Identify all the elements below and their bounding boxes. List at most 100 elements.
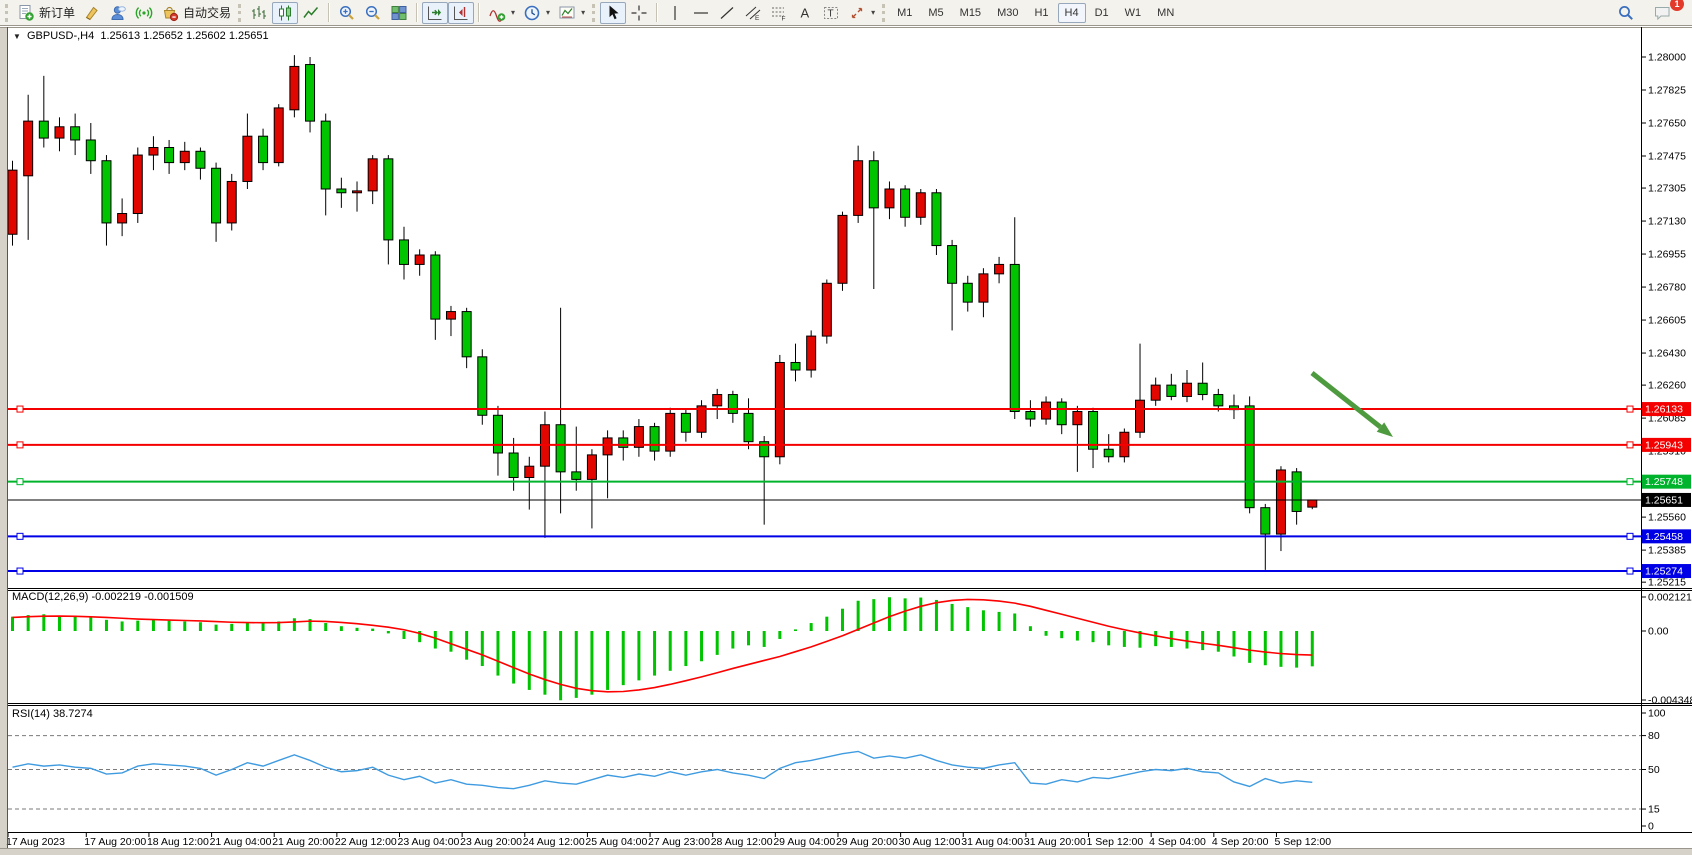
add-indicator-button[interactable]: ▾	[484, 2, 519, 24]
styler-button[interactable]	[79, 2, 105, 24]
timeframe-button-m5[interactable]: M5	[921, 3, 950, 23]
svg-text:23 Aug 20:00: 23 Aug 20:00	[460, 836, 522, 848]
svg-text:24 Aug 12:00: 24 Aug 12:00	[523, 836, 585, 848]
bar-chart-type-button[interactable]	[246, 2, 272, 24]
toolbar-grip[interactable]	[592, 3, 596, 22]
indicator-plus-icon	[488, 4, 506, 22]
timeframe-button-w1[interactable]: W1	[1118, 3, 1149, 23]
search-icon	[1617, 4, 1635, 22]
zoom-out-icon	[364, 4, 382, 22]
svg-text:0.00: 0.00	[1648, 626, 1669, 638]
auto-trading-button[interactable]: 自动交易	[157, 2, 235, 24]
symbol-period-label: GBPUSD-,H4	[26, 30, 95, 42]
line-handle[interactable]	[1626, 567, 1634, 575]
macd-indicator-label: MACD(12,26,9) -0.002219 -0.001509	[12, 591, 194, 603]
line-handle[interactable]	[1626, 532, 1634, 540]
line-handle[interactable]	[16, 567, 24, 575]
zoom-out-button[interactable]	[360, 2, 386, 24]
timeframe-button-m30[interactable]: M30	[990, 3, 1025, 23]
svg-text:1.25458: 1.25458	[1645, 531, 1683, 543]
price-badge	[1642, 492, 1691, 507]
rsi-indicator-label: RSI(14) 38.7274	[12, 708, 93, 720]
signals-button[interactable]	[131, 2, 157, 24]
auto-scroll-button[interactable]	[422, 1, 449, 24]
text-label-tool-button[interactable]: T	[818, 2, 844, 24]
community-button[interactable]	[105, 2, 131, 24]
chart-shift-button[interactable]	[448, 1, 475, 24]
toolbar-grip[interactable]	[5, 3, 8, 22]
arrows-tool-button[interactable]: ▾	[844, 2, 879, 24]
symbol-dropdown-caret-icon[interactable]: ▼	[13, 32, 21, 41]
annotation-arrow	[1310, 371, 1393, 437]
horizontal-line-tool-button[interactable]	[688, 2, 714, 24]
line-handle[interactable]	[1626, 405, 1634, 413]
text-tool-button[interactable]: A	[792, 2, 818, 24]
timeframe-button-m15[interactable]: M15	[953, 3, 988, 23]
line-handle[interactable]	[16, 441, 24, 449]
svg-text:21 Aug 04:00: 21 Aug 04:00	[210, 836, 272, 848]
svg-text:0: 0	[1648, 821, 1654, 833]
svg-text:17 Aug 20:00: 17 Aug 20:00	[84, 836, 146, 848]
line-handle[interactable]	[16, 478, 24, 486]
ohlc-bars-icon	[250, 4, 268, 22]
svg-text:23 Aug 04:00: 23 Aug 04:00	[398, 836, 460, 848]
trendline-tool-button[interactable]	[714, 2, 740, 24]
timeframe-button-m1[interactable]: M1	[890, 3, 919, 23]
svg-text:0.002121: 0.002121	[1648, 592, 1692, 604]
ohlc-values: 1.25613 1.25652 1.25602 1.25651	[100, 30, 269, 42]
svg-text:-0.004348: -0.004348	[1648, 695, 1692, 707]
line-chart-type-button[interactable]	[298, 2, 324, 24]
line-handle[interactable]	[16, 532, 24, 540]
line-handle[interactable]	[1626, 478, 1634, 486]
templates-button[interactable]: ▾	[554, 2, 589, 24]
periods-button[interactable]: ▾	[519, 2, 554, 24]
notification-badge[interactable]: 1	[1670, 0, 1684, 11]
channel-icon: E	[744, 4, 762, 22]
fibonacci-tool-button[interactable]: F	[766, 2, 792, 24]
zoom-in-button[interactable]	[334, 2, 360, 24]
timeframe-button-mn[interactable]: MN	[1150, 3, 1181, 23]
svg-text:1.28000: 1.28000	[1648, 52, 1686, 64]
timeframe-button-d1[interactable]: D1	[1088, 3, 1116, 23]
candlestick-type-button[interactable]	[272, 1, 299, 24]
chat-bubble-icon	[1653, 4, 1672, 22]
candlestick-icon	[276, 4, 294, 22]
svg-text:100: 100	[1648, 708, 1666, 720]
toolbar-grip[interactable]	[238, 3, 242, 22]
vertical-line-icon	[666, 4, 684, 22]
timeframe-button-h4[interactable]: H4	[1057, 2, 1086, 23]
new-order-button[interactable]: 新订单	[13, 2, 79, 24]
line-handle[interactable]	[1626, 441, 1634, 449]
chevron-down-icon: ▾	[511, 8, 516, 17]
horizontal-line-icon	[692, 4, 710, 22]
svg-text:1.25748: 1.25748	[1645, 476, 1683, 488]
text-a-icon: A	[796, 4, 814, 22]
search-button[interactable]	[1613, 2, 1639, 24]
vertical-line-tool-button[interactable]	[662, 2, 688, 24]
cursor-tool-button[interactable]	[600, 1, 627, 24]
tile-windows-button[interactable]	[386, 2, 412, 24]
crosshair-tool-button[interactable]	[626, 2, 652, 24]
svg-text:31 Aug 20:00: 31 Aug 20:00	[1024, 836, 1086, 848]
toolbar-grip[interactable]	[882, 3, 886, 22]
svg-text:21 Aug 20:00: 21 Aug 20:00	[272, 836, 334, 848]
rsi-level-lines	[8, 735, 1641, 810]
toolbar-separator	[416, 3, 419, 22]
line-handle[interactable]	[16, 405, 24, 413]
chat-button[interactable]	[1649, 2, 1676, 24]
arrow-objects-icon	[848, 4, 866, 22]
svg-text:22 Aug 12:00: 22 Aug 12:00	[335, 836, 397, 848]
fibonacci-icon: F	[770, 4, 788, 22]
timeframe-button-h1[interactable]: H1	[1027, 3, 1055, 23]
svg-text:4 Sep 04:00: 4 Sep 04:00	[1149, 836, 1206, 848]
toolbar-separator	[328, 3, 331, 22]
price-badge	[1642, 437, 1691, 452]
chevron-down-icon: ▾	[871, 8, 876, 17]
svg-text:1.25943: 1.25943	[1645, 439, 1683, 451]
price-badge	[1642, 474, 1691, 489]
equidistant-channel-tool-button[interactable]: E	[740, 2, 766, 24]
svg-text:1.27475: 1.27475	[1648, 150, 1686, 162]
trendline-icon	[718, 4, 736, 22]
toolbar-separator	[656, 3, 659, 22]
